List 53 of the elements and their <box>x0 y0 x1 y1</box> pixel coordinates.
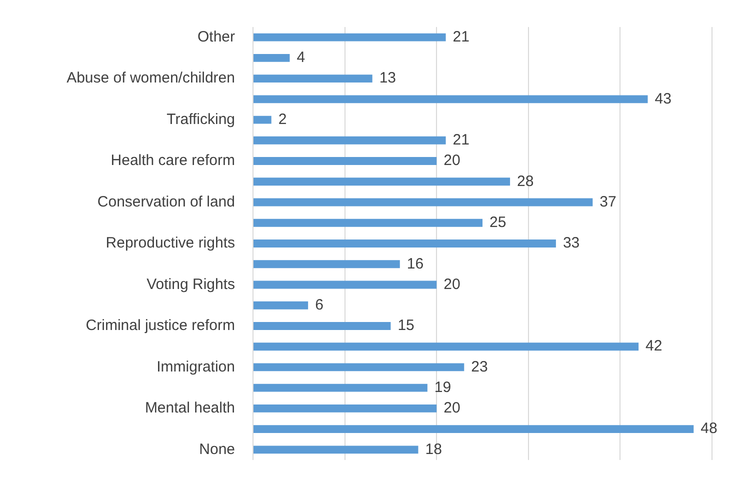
bar <box>254 178 510 186</box>
data-label: 20 <box>444 400 460 417</box>
data-label: 13 <box>379 70 396 87</box>
data-label: 25 <box>490 214 506 232</box>
data-label: 15 <box>398 317 414 334</box>
data-label: 16 <box>406 255 424 272</box>
bar <box>254 136 446 144</box>
bar <box>254 33 446 42</box>
bar <box>254 280 437 289</box>
bar <box>254 425 694 434</box>
data-label: 43 <box>654 90 672 108</box>
y-tick-label: None <box>199 440 235 458</box>
data-label: 23 <box>471 358 488 376</box>
y-tick-label: Mental health <box>144 400 235 417</box>
data-label: 48 <box>700 420 718 438</box>
bar <box>254 446 418 454</box>
data-label: 20 <box>444 152 460 170</box>
bar <box>254 157 437 165</box>
data-label: 28 <box>517 172 534 190</box>
data-label: 18 <box>425 440 442 458</box>
data-label: 4 <box>296 49 306 66</box>
bar <box>254 322 391 330</box>
bar <box>254 301 308 310</box>
y-tick-label: Other <box>197 28 236 46</box>
y-tick-label: Abuse of women/children <box>66 70 235 87</box>
bar <box>254 95 648 104</box>
bar <box>254 74 372 83</box>
bar <box>254 363 464 372</box>
y-tick-label: Health care reform <box>110 152 235 170</box>
bar <box>254 260 400 268</box>
y-tick-label: Immigration <box>156 358 235 376</box>
bar <box>254 198 593 206</box>
bar <box>254 218 482 227</box>
y-tick-label: Criminal justice reform <box>86 317 235 334</box>
data-label: 2 <box>278 110 287 128</box>
data-label: 21 <box>452 132 470 149</box>
data-label: 42 <box>646 338 662 355</box>
bar <box>254 404 437 412</box>
bar <box>254 384 428 392</box>
y-tick-label: Voting Rights <box>146 276 235 293</box>
data-label: 20 <box>444 276 460 293</box>
y-tick-label: Conservation of land <box>97 193 235 210</box>
bar <box>254 116 272 124</box>
data-label: 6 <box>315 296 324 314</box>
data-label: 19 <box>434 378 452 396</box>
data-label: 37 <box>600 193 616 210</box>
y-tick-label: Reproductive rights <box>106 234 235 252</box>
data-label: 33 <box>562 234 580 252</box>
bar <box>254 342 639 351</box>
bar <box>254 240 556 248</box>
bar <box>254 54 290 62</box>
data-label: 21 <box>452 28 470 46</box>
y-tick-label: Trafficking <box>166 110 235 128</box>
